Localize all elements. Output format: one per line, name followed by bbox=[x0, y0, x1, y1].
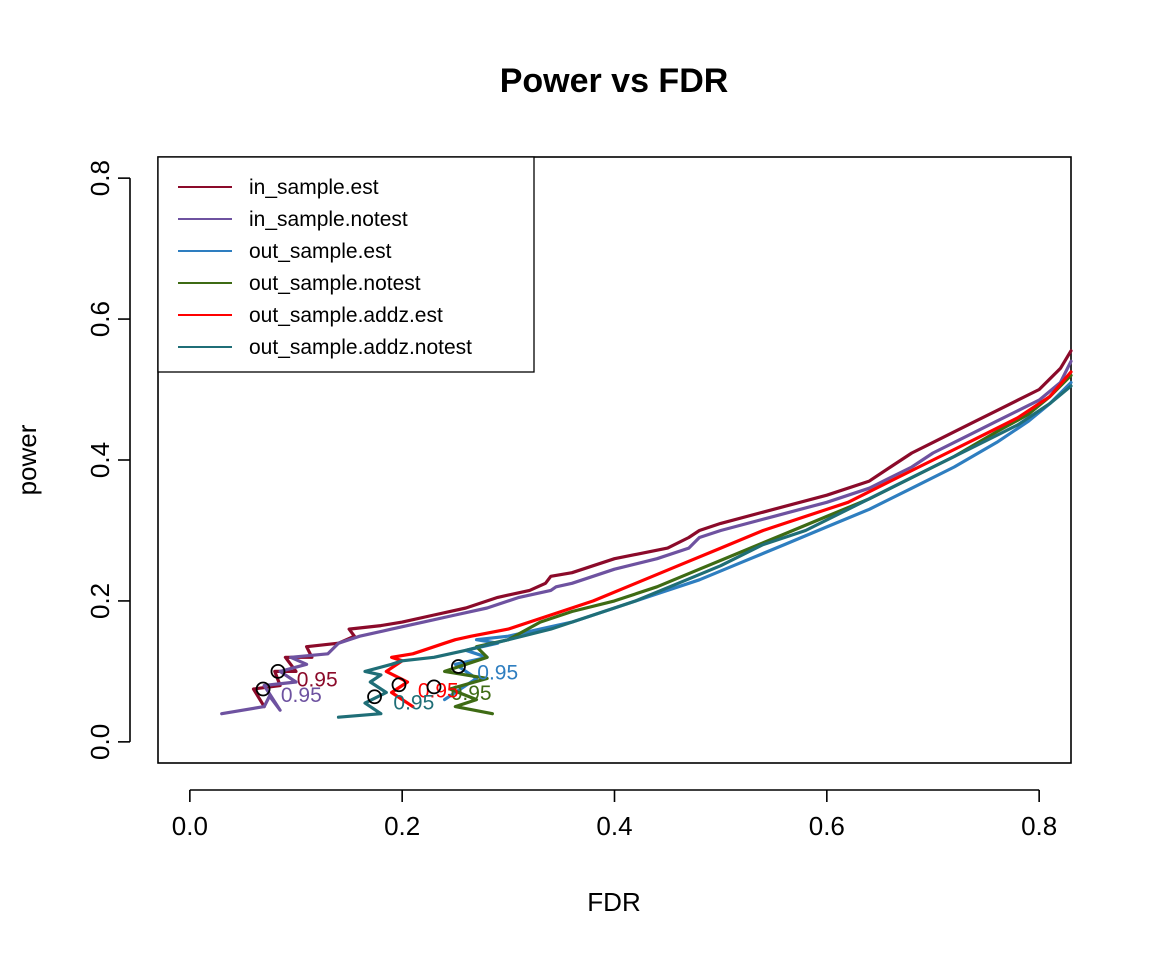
legend-label: out_sample.addz.est bbox=[249, 304, 443, 327]
plot-frame bbox=[157, 156, 1072, 764]
x-tick-label: 0.4 bbox=[596, 811, 632, 841]
legend-label: in_sample.est bbox=[249, 176, 379, 199]
legend-label: in_sample.notest bbox=[249, 208, 408, 231]
y-axis: 0.0 0.2 0.4 0.6 0.8 bbox=[85, 160, 131, 760]
annotation-marker bbox=[270, 663, 286, 679]
series-layer bbox=[220, 349, 1073, 719]
annotation-marker bbox=[451, 659, 466, 674]
legend-label: out_sample.est bbox=[249, 240, 392, 263]
series-line-out-sample-est bbox=[443, 380, 1073, 702]
y-tick-label: 0.6 bbox=[85, 301, 115, 337]
y-tick-label: 0.4 bbox=[85, 442, 115, 478]
legend: in_sample.est in_sample.notest out_sample.… bbox=[157, 156, 535, 373]
y-tick-label: 0.2 bbox=[85, 583, 115, 619]
x-tick-label: 0.6 bbox=[809, 811, 845, 841]
annotation-marker bbox=[426, 679, 442, 695]
y-tick-label: 0.0 bbox=[85, 724, 115, 760]
x-tick-label: 0.2 bbox=[384, 811, 420, 841]
legend-label: out_sample.addz.notest bbox=[249, 336, 472, 359]
series-line-out-sample-notest bbox=[443, 373, 1073, 716]
annotation-layer: 0.950.950.950.950.950.95 bbox=[255, 659, 518, 715]
y-tick-label: 0.8 bbox=[85, 160, 115, 196]
x-tick-label: 0.8 bbox=[1021, 811, 1057, 841]
x-axis: 0.0 0.2 0.4 0.6 0.8 bbox=[172, 789, 1057, 841]
series-line-in-sample-est bbox=[251, 349, 1073, 709]
series-line-in-sample-notest bbox=[220, 359, 1073, 716]
annotation-label: 0.95 bbox=[477, 661, 518, 684]
annotation-marker bbox=[367, 689, 382, 705]
annotation-label: 0.95 bbox=[393, 692, 434, 715]
series-line-out-sample-addz-notest bbox=[336, 384, 1073, 719]
legend-box bbox=[157, 156, 535, 373]
annotation-label: 0.95 bbox=[451, 682, 492, 705]
series-line-out-sample-addz-est bbox=[384, 370, 1073, 709]
annotation-marker bbox=[391, 677, 407, 693]
x-tick-label: 0.0 bbox=[172, 811, 208, 841]
x-axis-label: FDR bbox=[587, 887, 640, 917]
annotation-label: 0.95 bbox=[297, 668, 338, 691]
annotation-marker bbox=[255, 681, 271, 697]
annotation-label: 0.95 bbox=[281, 684, 322, 707]
legend-label: out_sample.notest bbox=[249, 272, 421, 295]
y-axis-label: power bbox=[12, 424, 42, 495]
chart-title: Power vs FDR bbox=[500, 62, 729, 100]
